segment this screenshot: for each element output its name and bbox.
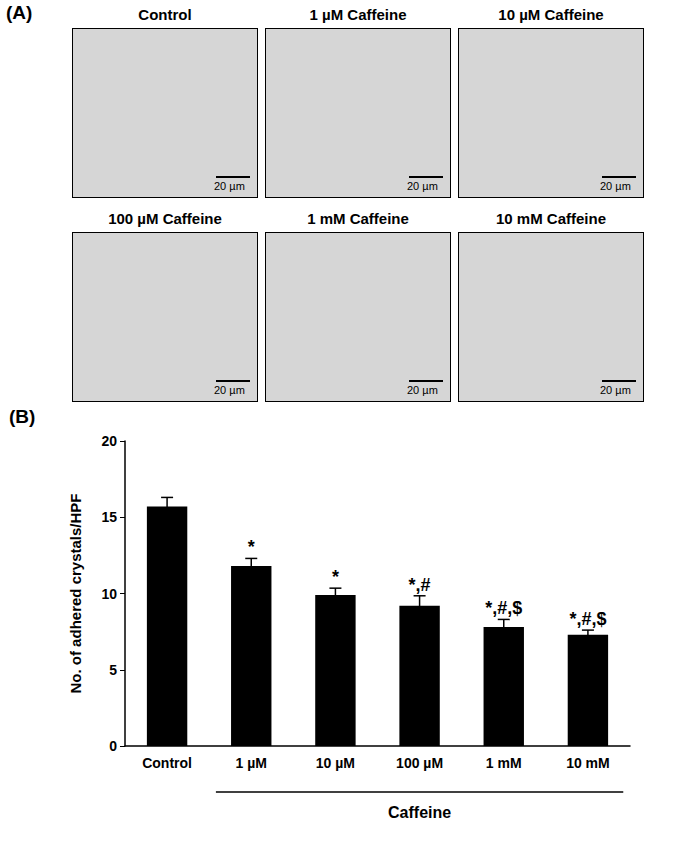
html-text:Control: Control xyxy=(138,6,192,23)
html-text:20 µm: 20 µm xyxy=(600,384,631,396)
html-text:1 mM Caffeine: 1 mM Caffeine xyxy=(307,210,409,227)
svg-text:1 mM: 1 mM xyxy=(486,755,522,771)
svg-text:0: 0 xyxy=(109,738,117,754)
svg-text:1 µM: 1 µM xyxy=(236,755,267,771)
svg-text:100 µM: 100 µM xyxy=(396,755,443,771)
html-text:(A): (A) xyxy=(6,2,33,23)
svg-text:10 µM: 10 µM xyxy=(316,755,355,771)
svg-text:Control: Control xyxy=(142,755,192,771)
html-text:20 µm: 20 µm xyxy=(407,180,438,192)
svg-text:20: 20 xyxy=(101,433,117,449)
svg-text:*: * xyxy=(248,537,255,557)
svg-text:*,#: *,# xyxy=(409,575,431,595)
svg-text:10: 10 xyxy=(101,586,117,602)
html-text:10 mM Caffeine: 10 mM Caffeine xyxy=(496,210,606,227)
html-text:20 µm: 20 µm xyxy=(407,384,438,396)
html-text:20 µm: 20 µm xyxy=(214,180,245,192)
html-text:100 µM Caffeine: 100 µM Caffeine xyxy=(108,210,222,227)
html-text:1 µM Caffeine: 1 µM Caffeine xyxy=(309,6,407,23)
svg-text:10 mM: 10 mM xyxy=(566,755,610,771)
html-text:20 µm: 20 µm xyxy=(600,180,631,192)
html-text:20 µm: 20 µm xyxy=(214,384,245,396)
svg-text:Caffeine: Caffeine xyxy=(388,804,451,821)
svg-text:*: * xyxy=(332,567,339,587)
svg-text:15: 15 xyxy=(101,509,117,525)
svg-text:(B): (B) xyxy=(9,406,35,427)
svg-text:No. of adhered crystals/HPF: No. of adhered crystals/HPF xyxy=(67,493,84,693)
svg-text:5: 5 xyxy=(109,662,117,678)
html-text:10 µM Caffeine: 10 µM Caffeine xyxy=(498,6,604,23)
svg-text:*,#,$: *,#,$ xyxy=(569,609,606,629)
svg-text:*,#,$: *,#,$ xyxy=(485,598,522,618)
